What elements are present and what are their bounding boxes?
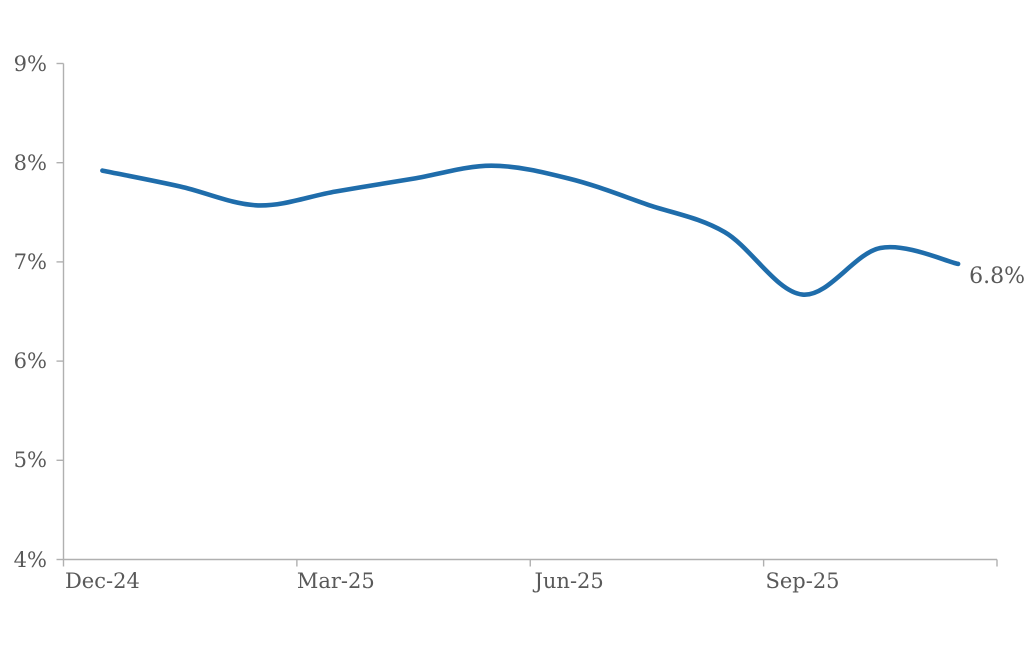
axis-lines — [62, 63, 997, 561]
y-axis-tick-label: 6% — [13, 349, 47, 374]
series-end-value-label: 6.8% — [969, 263, 1024, 289]
x-axis-tick-label: Dec-24 — [64, 569, 140, 593]
y-axis-tick-label: 4% — [13, 547, 47, 572]
x-axis-tick-label: Sep-25 — [765, 569, 840, 593]
y-axis-tick-label: 5% — [13, 448, 47, 473]
y-axis-tick-label: 9% — [13, 51, 47, 76]
x-axis-tick-label: Mar-25 — [296, 569, 375, 593]
series-line — [100, 163, 961, 297]
y-axis-tick-label: 8% — [13, 150, 47, 175]
y-axis-tick-label: 7% — [13, 249, 47, 274]
x-axis-tick-label: Jun-25 — [534, 569, 604, 593]
